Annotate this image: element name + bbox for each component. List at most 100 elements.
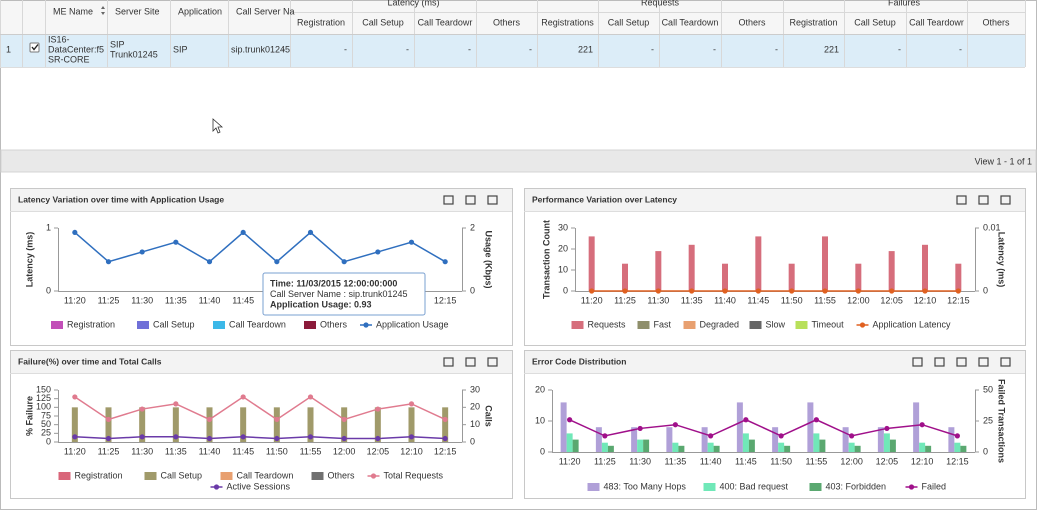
legend-label[interactable]: Registration: [75, 470, 123, 480]
line-marker: [341, 259, 347, 265]
legend-label[interactable]: Fast: [654, 319, 672, 329]
x-tick-label: 12:00: [847, 295, 870, 305]
legend-label[interactable]: Call Teardown: [237, 470, 294, 480]
column-header[interactable]: Application: [178, 6, 222, 16]
legend-label[interactable]: Call Setup: [161, 470, 203, 480]
bar: [854, 445, 861, 452]
sub-header: Call Teardown: [662, 17, 719, 27]
bar: [748, 439, 755, 452]
y2-tick-label: 30: [470, 384, 480, 394]
bar: [566, 433, 573, 452]
legend-label[interactable]: 483: Too Many Hops: [604, 481, 687, 491]
panel-icon[interactable]: [934, 357, 945, 367]
y-tick-label: 10: [558, 264, 568, 274]
application: SIP: [173, 44, 188, 54]
x-tick-label: 12:15: [434, 446, 457, 456]
x-tick-label: 11:35: [165, 446, 187, 456]
line-marker: [637, 425, 643, 432]
legend-label[interactable]: Others: [320, 319, 348, 329]
legend-label[interactable]: 403: Forbidden: [826, 481, 887, 491]
legend-label[interactable]: Slow: [766, 319, 786, 329]
legend-swatch: [749, 321, 762, 329]
panel-title: Latency Variation over time with Applica…: [18, 194, 224, 204]
column-header[interactable]: Call Server Na: [236, 6, 295, 16]
line-marker: [307, 394, 314, 400]
panel-icon[interactable]: [978, 357, 989, 367]
legend-label[interactable]: 400: Bad request: [720, 481, 789, 491]
bar: [341, 407, 348, 442]
x-tick-label: 11:45: [747, 295, 769, 305]
x-tick-label: 11:35: [681, 295, 703, 305]
panel-icon[interactable]: [465, 357, 476, 367]
bar: [788, 263, 795, 291]
panel-icon[interactable]: [465, 195, 476, 205]
panel-title: Performance Variation over Latency: [532, 194, 677, 204]
panel-icon[interactable]: [978, 195, 989, 205]
y-tick-label: 25: [41, 428, 51, 438]
tooltip-line: Application Usage: 0.93: [270, 299, 372, 309]
x-tick-label: 11:30: [629, 456, 651, 466]
panel-icon[interactable]: [1000, 195, 1011, 205]
panel-title: Failure(%) over time and Total Calls: [18, 356, 162, 366]
line-marker: [375, 435, 381, 442]
legend-label[interactable]: Call Teardown: [229, 319, 286, 329]
line-marker: [375, 249, 381, 255]
bar: [742, 433, 749, 452]
line-marker: [708, 433, 714, 439]
bar: [655, 251, 662, 291]
panel-icon[interactable]: [443, 357, 454, 367]
legend-swatch: [220, 472, 233, 480]
panel-icon[interactable]: [956, 195, 967, 205]
legend-label[interactable]: Active Sessions: [227, 481, 291, 491]
legend-label[interactable]: Call Setup: [153, 319, 195, 329]
legend-label[interactable]: Degraded: [700, 319, 740, 329]
line-marker: [240, 394, 246, 400]
x-tick-label: 12:15: [434, 295, 457, 305]
y2-axis-title: Failed Transactions: [997, 379, 1007, 463]
line-marker: [341, 435, 347, 442]
legend-label[interactable]: Total Requests: [384, 470, 444, 480]
y-tick-label: 0: [563, 285, 568, 295]
bar: [889, 439, 896, 452]
cell-value: -: [282, 44, 285, 54]
x-tick-label: 11:55: [805, 456, 827, 466]
panel-icon[interactable]: [443, 195, 454, 205]
bar: [637, 439, 644, 452]
bar: [666, 427, 673, 452]
y-tick-label: 0: [46, 285, 51, 295]
panel-icon[interactable]: [1000, 357, 1011, 367]
bar: [442, 407, 449, 442]
panel-icon[interactable]: [487, 195, 498, 205]
line-marker: [822, 288, 828, 294]
y2-tick-label: 20: [470, 402, 480, 412]
pager-band: [0, 149, 1037, 173]
x-tick-label: 12:05: [880, 295, 903, 305]
legend-swatch: [683, 321, 696, 329]
legend-label[interactable]: Requests: [588, 319, 627, 329]
legend-label[interactable]: Others: [328, 470, 356, 480]
line-marker: [689, 288, 695, 294]
legend-label[interactable]: Timeout: [812, 319, 845, 329]
bar: [273, 407, 280, 442]
column-header[interactable]: ME Name: [53, 6, 93, 16]
legend-swatch: [58, 472, 71, 480]
server-site: SIP: [110, 39, 125, 49]
cell-value: -: [651, 44, 654, 54]
legend-label[interactable]: Failed: [922, 481, 947, 491]
bar: [883, 433, 890, 452]
panel-icon[interactable]: [912, 357, 923, 367]
legend-label[interactable]: Registration: [67, 319, 115, 329]
column-header[interactable]: Server Site: [115, 6, 160, 16]
panel-icon[interactable]: [956, 357, 967, 367]
legend-label[interactable]: Application Usage: [376, 319, 449, 329]
line-marker: [375, 406, 381, 412]
line-marker: [889, 288, 895, 294]
panel-icon[interactable]: [487, 357, 498, 367]
line-marker: [408, 239, 415, 245]
bar: [842, 427, 849, 452]
x-tick-label: 11:30: [131, 446, 153, 456]
legend-label[interactable]: Application Latency: [873, 319, 952, 329]
cell-value: -: [529, 44, 532, 54]
sub-header: Call Setup: [608, 17, 650, 27]
